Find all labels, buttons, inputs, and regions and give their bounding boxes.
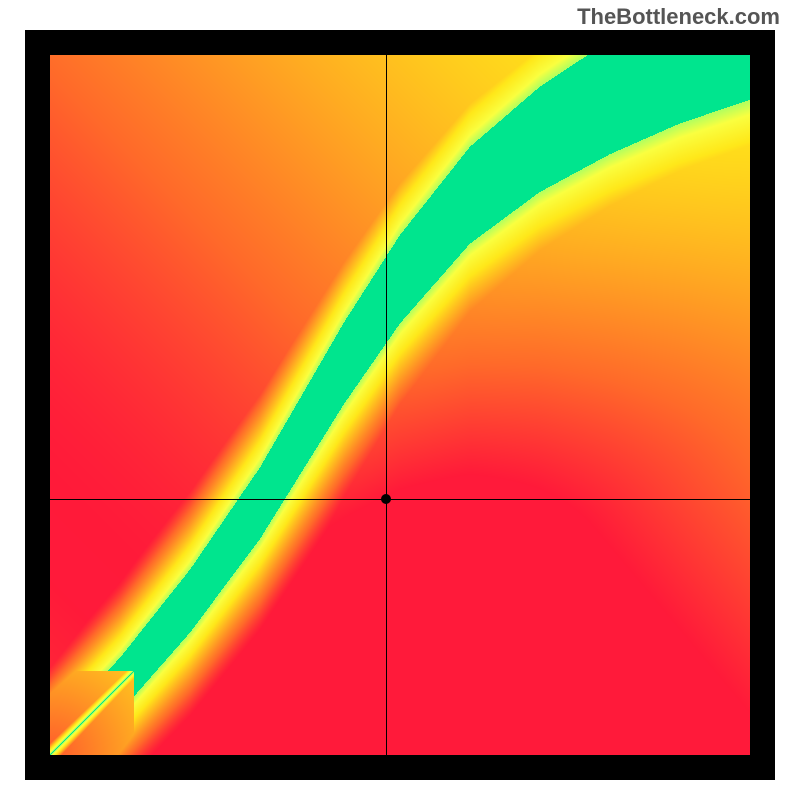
- crosshair-vertical: [386, 55, 387, 755]
- heatmap-plot-frame: [25, 30, 775, 780]
- heatmap-canvas: [50, 55, 750, 755]
- heatmap-figure: { "watermark": { "text": "TheBottleneck.…: [0, 0, 800, 800]
- watermark-text: TheBottleneck.com: [577, 4, 780, 30]
- crosshair-point-icon: [381, 494, 391, 504]
- crosshair-horizontal: [50, 499, 750, 500]
